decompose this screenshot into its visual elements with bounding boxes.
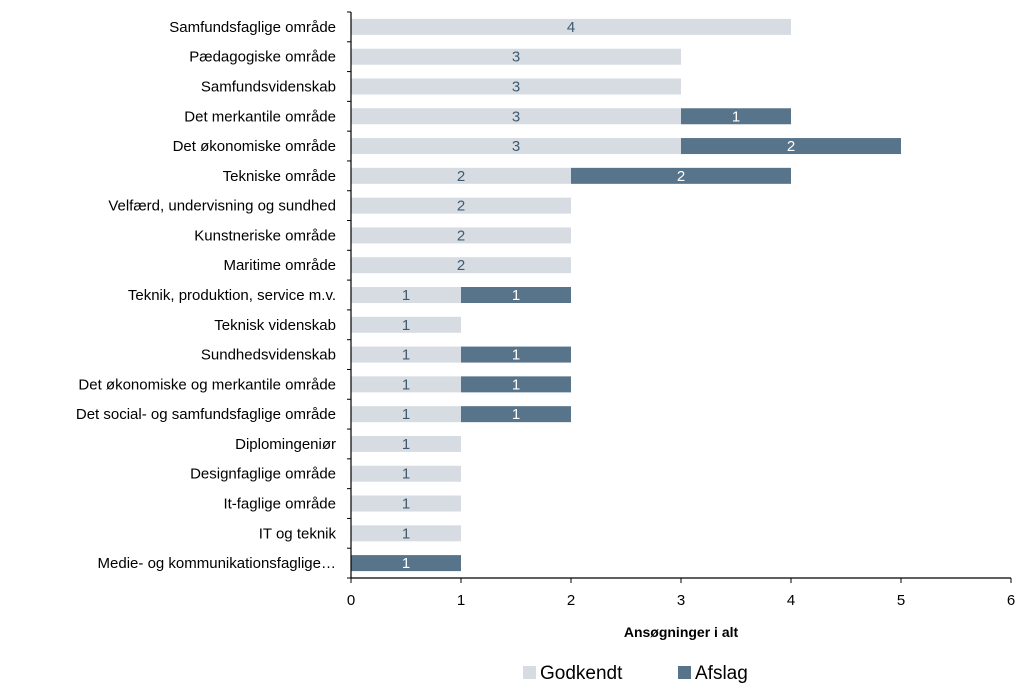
data-label: 2 — [457, 257, 465, 274]
category-label: Velfærd, undervisning og sundhed — [108, 198, 336, 215]
data-label: 1 — [402, 436, 410, 453]
data-label: 1 — [402, 466, 410, 483]
category-label: IT og teknik — [259, 525, 337, 542]
bar-godkendt — [351, 376, 461, 393]
x-tick-label: 4 — [787, 592, 795, 609]
bar-afslag — [351, 555, 461, 572]
bars-layer: 4 3 3 3 1 3 2 2 2 2 2 2 1 1 1 1 1 1 1 1 1 1 1 1 1 1 — [351, 18, 901, 572]
bar-godkendt — [351, 138, 681, 155]
category-label: Samfundsfaglige område — [169, 19, 336, 36]
bar-afslag — [461, 346, 571, 363]
data-label: 1 — [512, 406, 520, 423]
x-tick-label: 0 — [347, 592, 355, 609]
bar-godkendt — [351, 316, 461, 333]
data-label: 3 — [512, 108, 520, 125]
category-label: Diplomingeniør — [235, 436, 336, 453]
data-label: 3 — [512, 49, 520, 66]
bar-godkendt — [351, 465, 461, 482]
category-label: Det økonomiske område — [173, 138, 336, 155]
data-label: 2 — [787, 138, 795, 155]
legend-swatch-afslag — [678, 666, 691, 679]
data-label: 1 — [732, 108, 740, 125]
bar-afslag — [461, 376, 571, 393]
category-label: It-faglige område — [223, 496, 336, 513]
bar-afslag — [681, 108, 791, 125]
category-label: Pædagogiske område — [189, 49, 336, 66]
data-label: 3 — [512, 138, 520, 155]
data-label: 1 — [402, 317, 410, 334]
data-label: 1 — [402, 406, 410, 423]
x-tick-label: 6 — [1007, 592, 1015, 609]
x-axis-title: Ansøgninger i alt — [624, 624, 739, 640]
category-label: Sundhedsvidenskab — [201, 347, 336, 364]
category-labels: Samfundsfaglige område Pædagogiske område… — [76, 19, 337, 572]
bar-godkendt — [351, 167, 571, 184]
data-label: 1 — [402, 347, 410, 364]
x-tick-label: 5 — [897, 592, 905, 609]
data-label: 1 — [402, 496, 410, 513]
bar-godkendt — [351, 435, 461, 452]
category-label: Teknisk videnskab — [214, 317, 336, 334]
bar-godkendt — [351, 495, 461, 512]
x-tick-label: 3 — [677, 592, 685, 609]
data-label: 2 — [677, 168, 685, 185]
category-label: Samfundsvidenskab — [201, 78, 336, 95]
bar-afslag — [571, 167, 791, 184]
bar-godkendt — [351, 227, 571, 244]
bar-godkendt — [351, 525, 461, 542]
category-label: Teknik, produktion, service m.v. — [128, 287, 336, 304]
data-label: 2 — [457, 198, 465, 215]
legend-label: Godkendt — [540, 663, 623, 684]
axes: 0 1 2 3 4 5 6 — [347, 11, 1015, 609]
data-label: 2 — [457, 168, 465, 185]
legend-swatch-godkendt — [523, 666, 536, 679]
category-label: Tekniske område — [223, 168, 336, 185]
category-label: Maritime område — [223, 257, 336, 274]
x-tick-label: 2 — [567, 592, 575, 609]
bar-godkendt — [351, 346, 461, 363]
bar-godkendt — [351, 78, 681, 95]
bar-godkendt — [351, 197, 571, 214]
data-label: 1 — [512, 376, 520, 393]
category-label: Designfaglige område — [190, 466, 336, 483]
bar-afslag — [461, 287, 571, 303]
data-label: 3 — [512, 78, 520, 95]
data-label: 1 — [402, 376, 410, 393]
data-label: 1 — [512, 347, 520, 364]
x-tick-label: 1 — [457, 592, 465, 609]
category-label: Det økonomiske og merkantile område — [78, 376, 336, 393]
legend: Godkendt Afslag — [523, 663, 748, 684]
bar-godkendt — [351, 287, 461, 303]
data-label: 1 — [402, 525, 410, 542]
category-label: Det merkantile område — [184, 108, 336, 125]
data-label: 4 — [567, 19, 575, 36]
bar-godkendt — [351, 18, 791, 35]
bar-godkendt — [351, 48, 681, 65]
data-label: 2 — [457, 227, 465, 244]
data-label: 1 — [402, 287, 410, 304]
bar-godkendt — [351, 108, 681, 125]
bar-afslag — [461, 406, 571, 423]
bar-godkendt — [351, 257, 571, 274]
category-label: Kunstneriske område — [194, 227, 336, 244]
category-label: Medie- og kommunikationsfaglige… — [98, 555, 336, 572]
data-label: 1 — [402, 555, 410, 572]
bar-afslag — [681, 138, 901, 155]
bar-godkendt — [351, 406, 461, 423]
legend-label: Afslag — [695, 663, 748, 684]
category-label: Det social- og samfundsfaglige område — [76, 406, 336, 423]
data-label: 1 — [512, 287, 520, 304]
